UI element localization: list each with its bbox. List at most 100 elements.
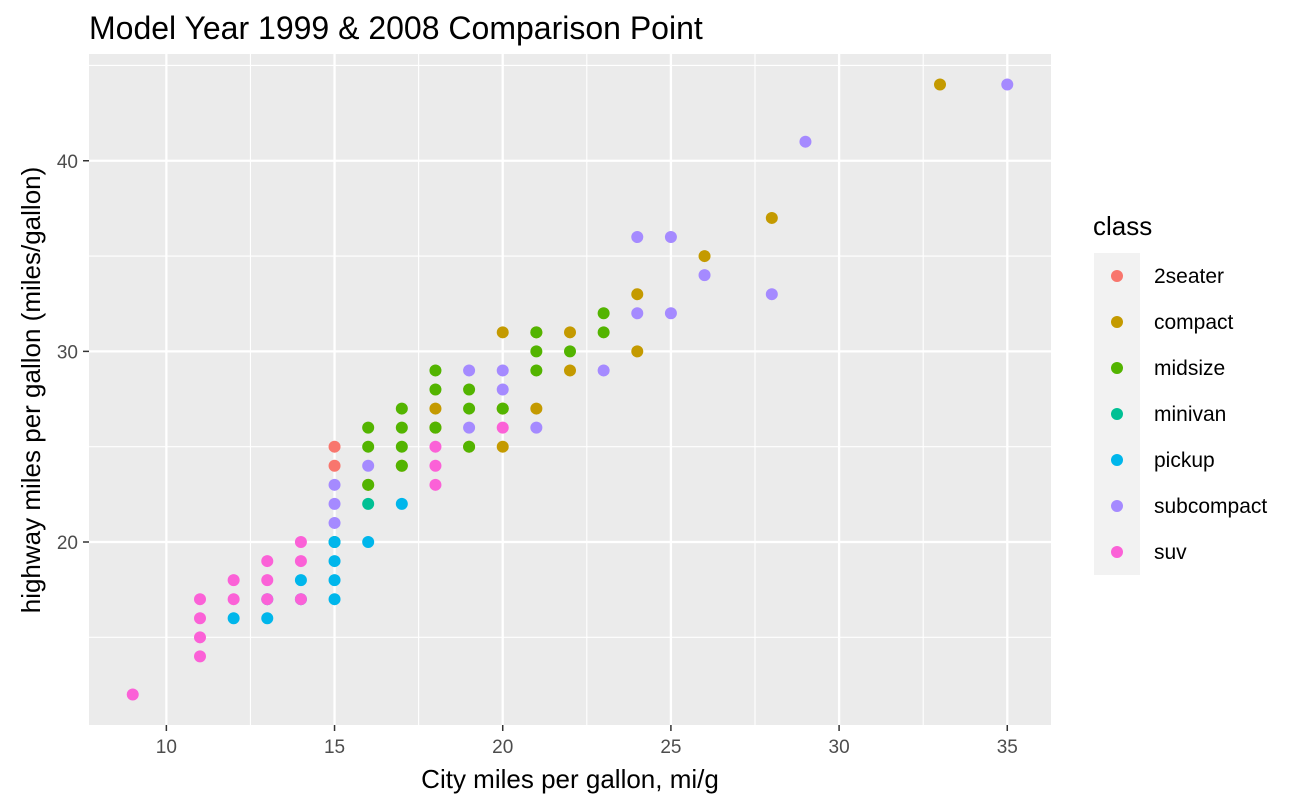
point-suv: [194, 631, 206, 644]
point-pickup: [294, 574, 307, 587]
point-midsize: [463, 402, 476, 415]
point-subcompact: [631, 231, 644, 243]
point-compact: [496, 326, 509, 339]
point-compact: [564, 364, 576, 377]
point-midsize: [530, 364, 543, 377]
x-tick-label: 10: [156, 737, 177, 758]
point-compact: [765, 211, 778, 224]
legend-key-2seater: [1111, 270, 1123, 282]
legend-label-subcompact: subcompact: [1154, 495, 1267, 518]
point-midsize: [395, 421, 408, 434]
point-midsize: [362, 440, 375, 453]
point-suv: [194, 612, 206, 625]
point-subcompact: [799, 135, 812, 148]
legend-items: 2seater compact midsize minivan pickup subcom…: [1094, 253, 1267, 575]
y-tick-label: 20: [57, 533, 78, 554]
point-subcompact: [362, 459, 375, 472]
point-subcompact: [463, 364, 476, 377]
point-subcompact: [496, 383, 509, 396]
legend-label-minivan: minivan: [1154, 403, 1226, 426]
legend-label-2seater: 2seater: [1154, 265, 1224, 288]
point-pickup: [328, 593, 341, 606]
point-suv: [194, 650, 206, 663]
point-subcompact: [496, 364, 509, 377]
x-tick-label: 35: [997, 737, 1018, 758]
point-suv: [126, 688, 139, 701]
point-pickup: [328, 555, 341, 568]
point-suv: [429, 459, 442, 472]
point-suv: [261, 555, 274, 568]
legend-label-suv: suv: [1154, 541, 1187, 564]
point-midsize: [429, 364, 442, 377]
legend-key-minivan: [1111, 408, 1123, 420]
point-pickup: [227, 612, 240, 625]
x-tick-label: 15: [324, 737, 345, 758]
point-pickup: [261, 612, 274, 625]
legend: class 2seater compact midsize minivan pickup…: [1093, 211, 1267, 575]
legend-label-compact: compact: [1154, 311, 1234, 334]
point-compact: [429, 402, 442, 415]
point-pickup: [362, 536, 375, 548]
point-compact: [564, 326, 576, 339]
legend-key-subcompact: [1111, 500, 1123, 512]
point-subcompact: [698, 269, 711, 282]
point-suv: [261, 574, 274, 587]
data-points: [126, 78, 1014, 701]
point-subcompact: [765, 288, 778, 301]
point-midsize: [463, 383, 476, 396]
point-subcompact: [631, 307, 644, 320]
point-midsize: [597, 307, 610, 320]
point-compact: [530, 402, 543, 415]
point-suv: [294, 593, 307, 606]
plot-panel: [89, 54, 1051, 725]
point-midsize: [429, 383, 442, 396]
point-subcompact: [328, 478, 341, 491]
y-axis-title: highway miles per gallon (miles/gallon): [16, 167, 46, 614]
chart-title: Model Year 1999 & 2008 Comparison Point: [89, 10, 703, 46]
point-compact: [496, 440, 509, 453]
point-2seater: [328, 459, 341, 472]
point-suv: [227, 574, 240, 587]
point-midsize: [564, 345, 576, 358]
legend-key-midsize: [1111, 362, 1123, 374]
point-suv: [496, 421, 509, 434]
grid-minor: [89, 54, 1051, 725]
legend-title: class: [1093, 211, 1152, 241]
point-midsize: [597, 326, 610, 339]
point-2seater: [328, 440, 341, 453]
x-axis-title: City miles per gallon, mi/g: [421, 764, 719, 794]
point-midsize: [362, 421, 375, 434]
point-compact: [631, 345, 644, 358]
x-tick-label: 30: [829, 737, 850, 758]
point-pickup: [328, 536, 341, 548]
point-midsize: [429, 421, 442, 434]
point-midsize: [530, 345, 543, 358]
x-axis: 10 15 20 25 30 35: [156, 725, 1018, 758]
point-midsize: [362, 478, 375, 491]
point-subcompact: [1001, 78, 1014, 91]
point-subcompact: [328, 516, 341, 529]
legend-key-suv: [1111, 546, 1123, 558]
point-subcompact: [328, 497, 341, 510]
point-midsize: [530, 326, 543, 339]
x-tick-label: 25: [660, 737, 681, 758]
point-suv: [294, 536, 307, 548]
point-minivan: [362, 497, 375, 510]
legend-label-midsize: midsize: [1154, 357, 1225, 380]
legend-key-pickup: [1111, 454, 1123, 466]
point-subcompact: [530, 421, 543, 434]
point-suv: [429, 440, 442, 453]
y-axis: 20 30 40: [57, 152, 89, 554]
point-midsize: [395, 440, 408, 453]
point-compact: [631, 288, 644, 301]
point-subcompact: [664, 231, 677, 243]
point-suv: [261, 593, 274, 606]
point-compact: [934, 78, 946, 91]
point-midsize: [395, 459, 408, 472]
point-midsize: [496, 402, 509, 415]
y-tick-label: 30: [57, 342, 78, 363]
point-subcompact: [664, 307, 677, 320]
point-pickup: [328, 574, 341, 587]
